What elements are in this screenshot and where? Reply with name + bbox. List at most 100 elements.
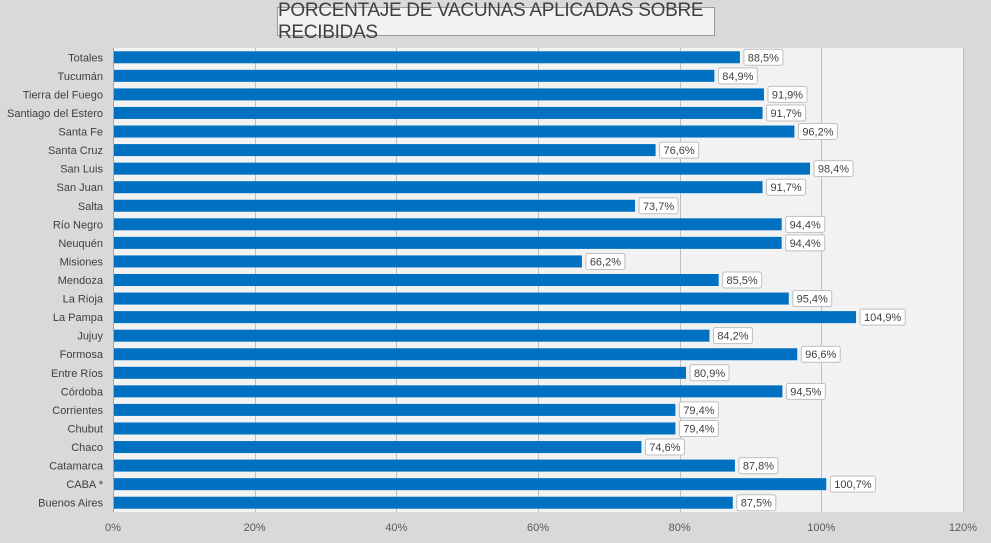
data-label-box bbox=[638, 197, 679, 215]
category-label: Jujuy bbox=[77, 331, 103, 343]
bar bbox=[114, 106, 763, 119]
bar bbox=[114, 125, 795, 138]
data-label-box bbox=[792, 290, 833, 308]
data-label: 96,6% bbox=[805, 349, 836, 361]
bar bbox=[114, 478, 827, 491]
data-label: 95,4% bbox=[797, 294, 828, 306]
data-label: 87,5% bbox=[741, 498, 772, 510]
data-label: 91,7% bbox=[770, 182, 801, 194]
data-label-box bbox=[767, 85, 808, 103]
data-label-box bbox=[785, 382, 826, 400]
data-label-box bbox=[738, 457, 779, 475]
data-label: 79,4% bbox=[683, 423, 714, 435]
data-label: 94,4% bbox=[790, 238, 821, 250]
data-label: 79,4% bbox=[683, 405, 714, 417]
category-label: Formosa bbox=[60, 349, 104, 361]
data-label: 66,2% bbox=[590, 256, 621, 268]
category-label: Misiones bbox=[60, 256, 104, 268]
x-tick-label: 120% bbox=[949, 522, 977, 534]
category-label: Santa Cruz bbox=[48, 145, 103, 157]
bar bbox=[114, 385, 783, 398]
category-label: San Luis bbox=[60, 164, 103, 176]
data-label: 91,7% bbox=[770, 108, 801, 120]
category-label: San Juan bbox=[57, 182, 103, 194]
category-label: Mendoza bbox=[58, 275, 104, 287]
data-label: 85,5% bbox=[727, 275, 758, 287]
bar bbox=[114, 255, 582, 268]
data-label-box bbox=[659, 141, 700, 159]
data-label-box bbox=[585, 252, 626, 270]
bar bbox=[114, 69, 715, 82]
data-label: 91,9% bbox=[772, 89, 803, 101]
data-label-box bbox=[678, 401, 719, 419]
data-label-box bbox=[644, 438, 685, 456]
data-label-box bbox=[722, 271, 763, 289]
bar bbox=[114, 366, 687, 379]
data-label: 84,2% bbox=[717, 331, 748, 343]
category-label: Tierra del Fuego bbox=[23, 89, 103, 101]
data-label: 87,8% bbox=[743, 461, 774, 473]
category-label: Santa Fe bbox=[58, 127, 103, 139]
bar bbox=[114, 274, 719, 286]
category-label: Chaco bbox=[71, 442, 103, 454]
data-label: 76,6% bbox=[663, 145, 694, 157]
data-label-box bbox=[785, 234, 826, 252]
category-label: Río Negro bbox=[53, 219, 103, 231]
data-label-box bbox=[689, 364, 730, 382]
bar bbox=[114, 181, 763, 194]
bar bbox=[114, 441, 642, 454]
category-label: Corrientes bbox=[52, 405, 103, 417]
data-label-box bbox=[717, 67, 758, 85]
bar bbox=[114, 329, 710, 342]
bar bbox=[114, 459, 735, 472]
data-label: 74,6% bbox=[649, 442, 680, 454]
data-label-box bbox=[766, 104, 807, 122]
data-label-box bbox=[800, 345, 841, 363]
data-label: 98,4% bbox=[818, 164, 849, 176]
category-label: CABA * bbox=[66, 479, 103, 491]
x-tick-label: 20% bbox=[244, 522, 266, 534]
data-label: 104,9% bbox=[864, 312, 902, 324]
category-label: Santiago del Estero bbox=[7, 108, 103, 120]
data-label: 80,9% bbox=[694, 368, 725, 380]
category-label: Chubut bbox=[68, 423, 103, 435]
data-label-box bbox=[785, 215, 826, 233]
bar bbox=[114, 236, 782, 249]
data-label-box bbox=[766, 178, 807, 196]
x-tick-label: 0% bbox=[105, 522, 121, 534]
data-label: 94,4% bbox=[790, 219, 821, 231]
data-label-box bbox=[859, 308, 906, 326]
category-label: Totales bbox=[68, 52, 103, 64]
category-label: Buenos Aires bbox=[38, 498, 103, 510]
data-label: 88,5% bbox=[748, 52, 779, 64]
bar bbox=[114, 496, 733, 509]
bar bbox=[114, 311, 857, 324]
x-tick-label: 80% bbox=[669, 522, 691, 534]
bar bbox=[114, 403, 676, 416]
category-label: La Pampa bbox=[53, 312, 104, 324]
x-tick-label: 100% bbox=[807, 522, 835, 534]
category-label: Entre Ríos bbox=[51, 368, 103, 380]
data-label-box bbox=[678, 419, 719, 437]
data-label-box bbox=[797, 123, 838, 141]
bar bbox=[114, 218, 782, 231]
data-label-box bbox=[743, 48, 784, 66]
data-label: 96,2% bbox=[802, 127, 833, 139]
category-label: Neuquén bbox=[58, 238, 103, 250]
bar bbox=[114, 144, 656, 157]
bar bbox=[114, 292, 789, 305]
data-label-box bbox=[813, 160, 854, 178]
data-label: 73,7% bbox=[643, 201, 674, 213]
bar bbox=[114, 422, 676, 435]
x-tick-label: 40% bbox=[385, 522, 407, 534]
x-tick-label: 60% bbox=[527, 522, 549, 534]
bar bbox=[114, 348, 798, 361]
bar bbox=[114, 51, 740, 64]
data-label-box bbox=[712, 327, 753, 345]
bar bbox=[114, 199, 636, 212]
bar bbox=[114, 162, 810, 175]
data-label: 100,7% bbox=[834, 479, 872, 491]
category-label: La Rioja bbox=[63, 294, 104, 306]
